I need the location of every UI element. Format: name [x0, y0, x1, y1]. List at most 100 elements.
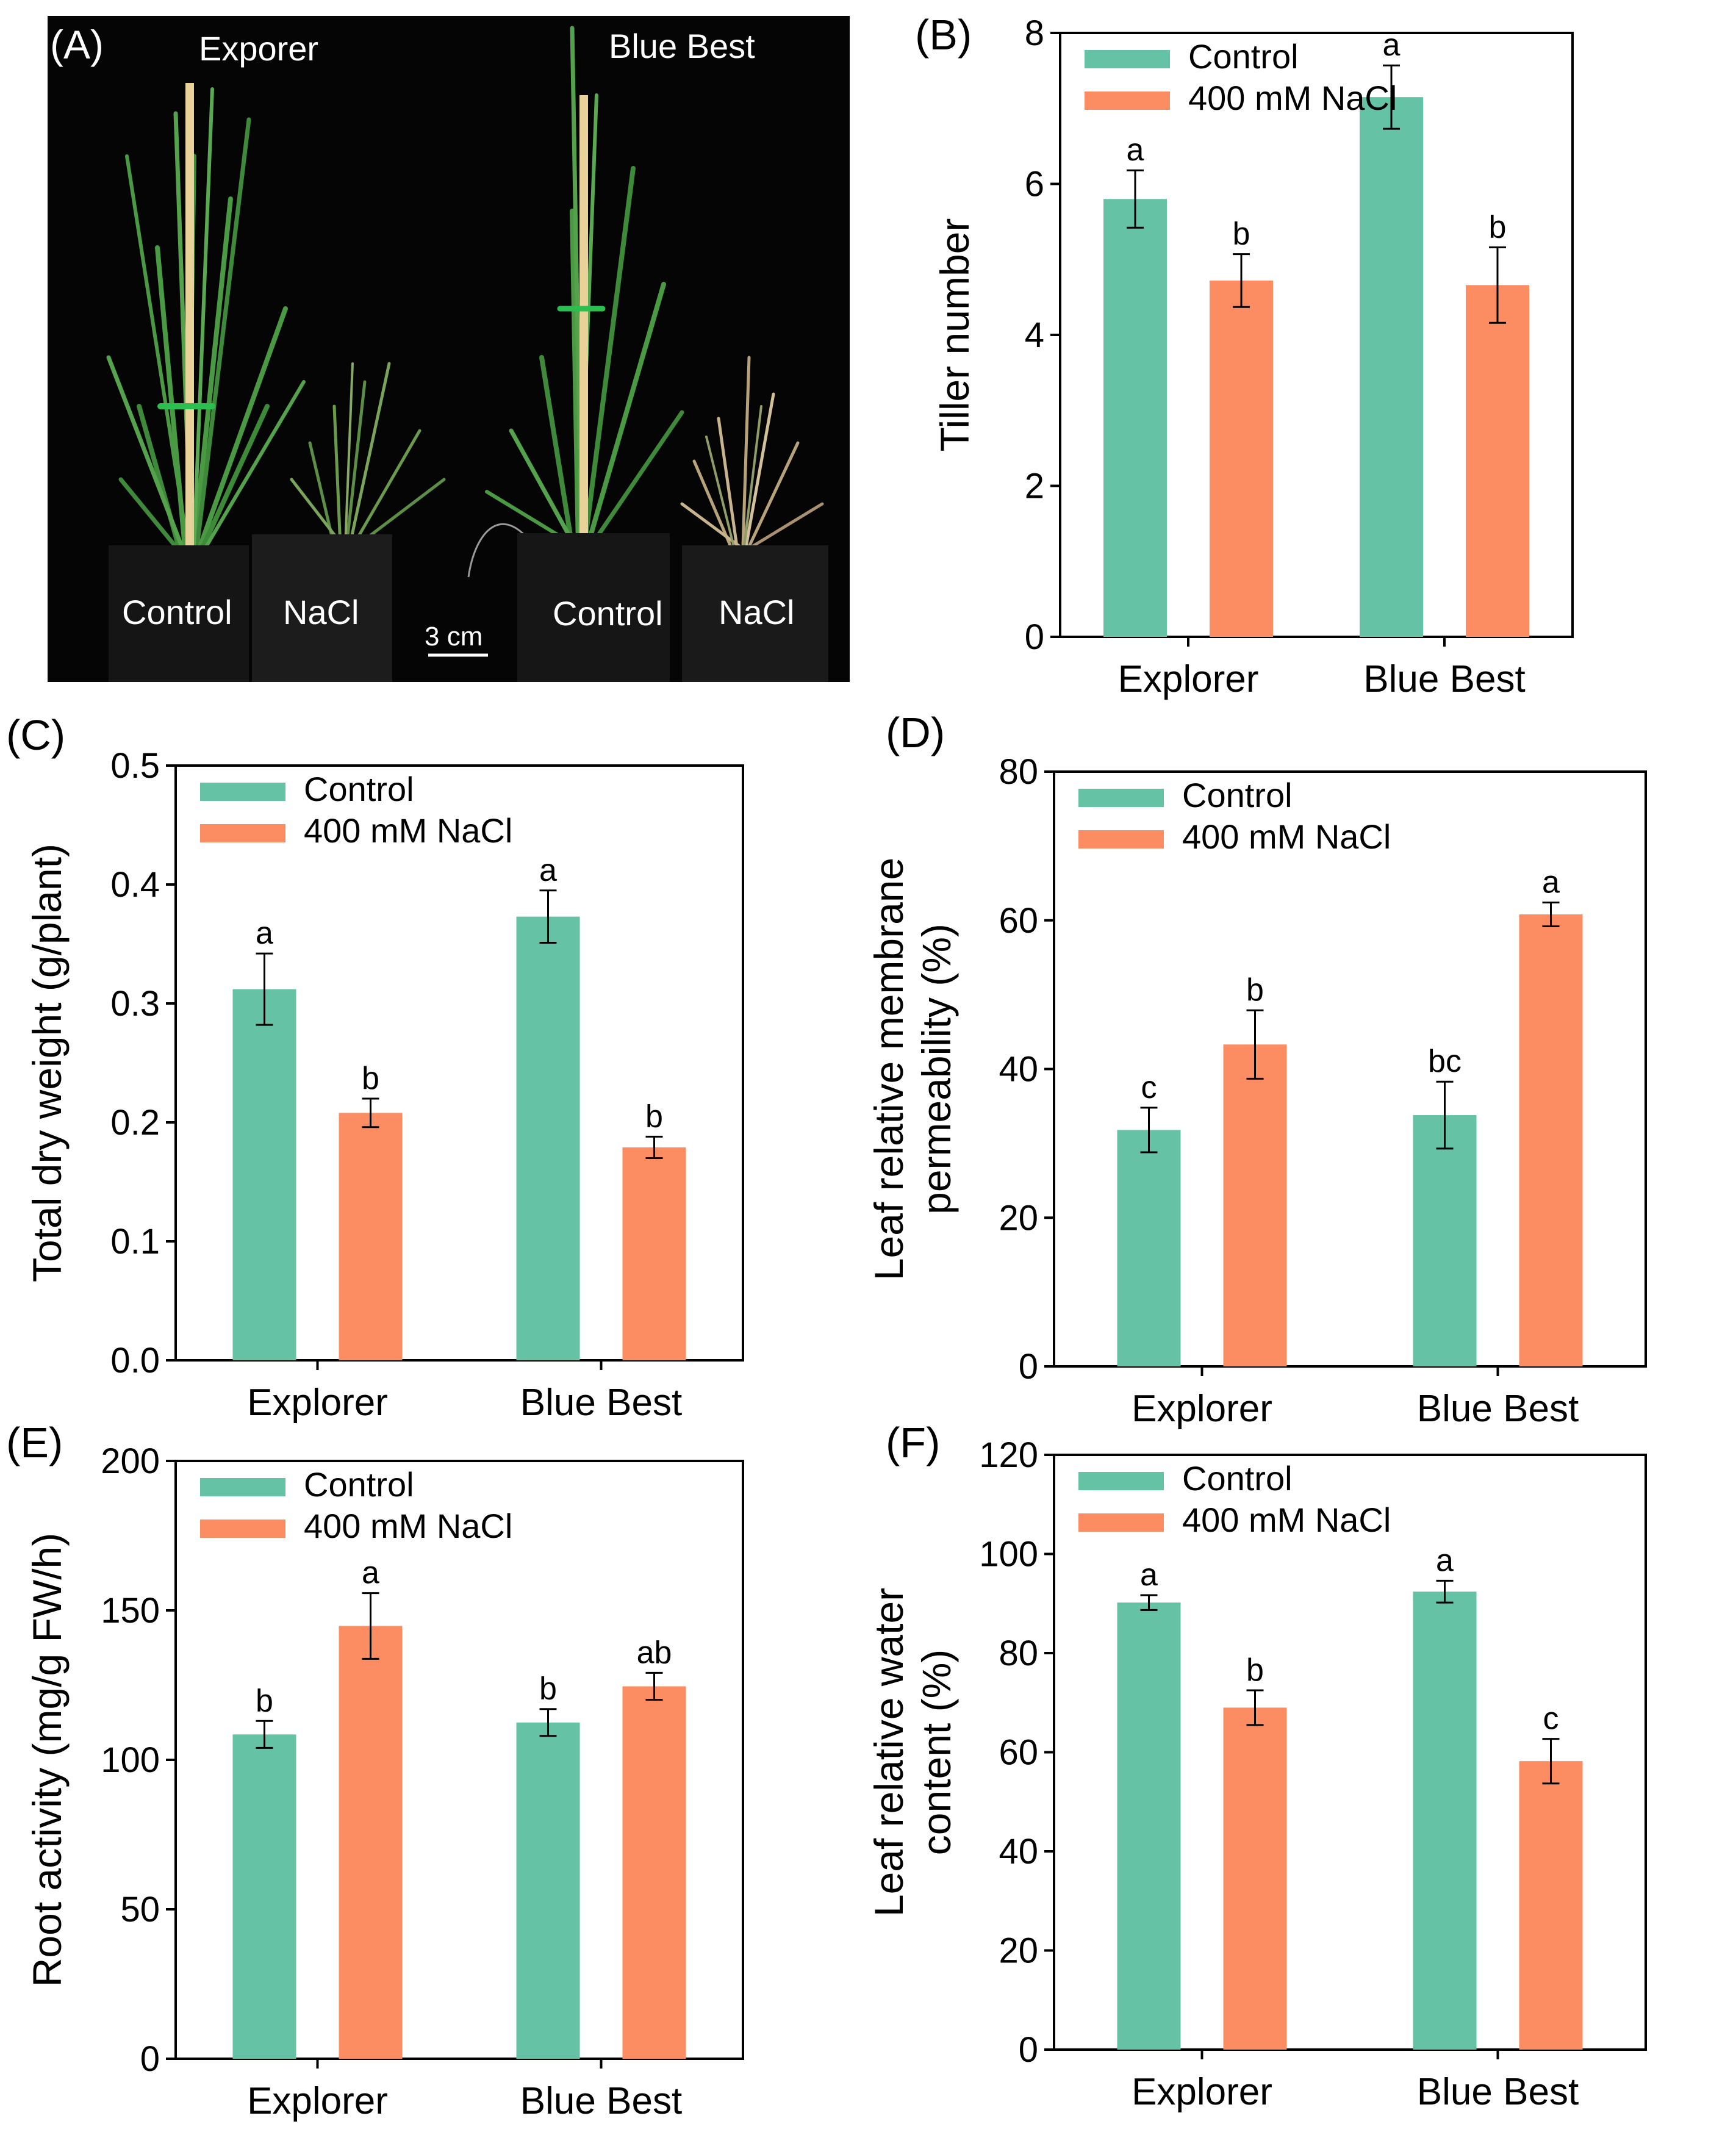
legend-swatch-nacl [1078, 1513, 1164, 1532]
y-tick-label: 80 [999, 752, 1038, 792]
pot-label-explorer-nacl: NaCl [283, 593, 359, 631]
y-tick-label: 100 [101, 1740, 160, 1780]
y-tick-label: 0.1 [110, 1222, 160, 1261]
bar-control [232, 989, 296, 1360]
bar-nacl [622, 1147, 686, 1360]
bar-control [1413, 1115, 1477, 1366]
panel-label-c: (C) [6, 711, 66, 759]
legend-label: 400 mM NaCl [304, 1507, 512, 1545]
y-tick-label: 4 [1025, 315, 1044, 355]
y-tick-label: 60 [999, 1733, 1038, 1773]
significance-letter: a [1436, 1543, 1454, 1578]
pot-explorer-control [109, 545, 249, 682]
legend-swatch-nacl [1085, 92, 1170, 110]
y-tick-label: 40 [999, 1050, 1038, 1089]
explorer-control-plant [106, 83, 306, 549]
x-tick-label: Blue Best [1417, 1388, 1579, 1430]
y-tick-label: 100 [979, 1535, 1038, 1574]
significance-letter: b [539, 1671, 557, 1707]
pot-label-explorer-control: Control [122, 593, 232, 631]
legend-swatch-nacl [200, 1520, 285, 1538]
legend-label: 400 mM NaCl [304, 811, 512, 850]
significance-letter: b [1233, 217, 1250, 252]
legend-swatch-control [200, 783, 285, 801]
legend-swatch-control [1085, 50, 1170, 68]
significance-letter: b [1489, 209, 1507, 245]
bar-nacl [1223, 1044, 1287, 1366]
y-tick-label: 0 [1025, 617, 1044, 657]
pot-label-bluebest-control: Control [553, 594, 663, 633]
panel-label-d: (D) [886, 709, 945, 756]
plant-photo [106, 26, 828, 682]
bar-control [232, 1734, 296, 2059]
significance-letter: a [1542, 865, 1560, 900]
pot-bluebest-nacl [682, 545, 828, 682]
cultivar-label-bluebest: Blue Best [609, 27, 755, 65]
bar-control [1103, 199, 1167, 637]
panel-label-a: (A) [50, 22, 104, 67]
bar-control [1117, 1602, 1181, 2050]
y-tick-label: 0.5 [110, 746, 160, 786]
chart-total-dry-weight: 0.0 0.1 0.2 0.3 0.4 0.5 Explorer a b Blue Best a b T… [24, 746, 744, 1424]
y-tick-label: 0 [140, 2039, 160, 2079]
significance-letter: c [1141, 1070, 1157, 1105]
pot-bluebest-control [517, 533, 670, 682]
legend-label: Control [1182, 1459, 1293, 1498]
significance-letter: b [362, 1061, 379, 1096]
legend-label: 400 mM NaCl [1188, 79, 1397, 117]
legend-label: Control [304, 1465, 414, 1504]
bar-control [516, 916, 580, 1360]
significance-letter: a [362, 1556, 379, 1591]
x-tick-label: Blue Best [520, 2080, 682, 2122]
chart-membrane-permeability: 0 20 40 60 80 Explorer c b Blue Best bc a Leaf rela… [866, 752, 1647, 1430]
legend-swatch-control [1078, 1472, 1164, 1490]
y-tick-label: 0.4 [110, 865, 160, 905]
y-tick-label: 0.0 [110, 1341, 160, 1380]
legend-label: 400 mM NaCl [1182, 1501, 1391, 1539]
y-tick-label: 150 [101, 1591, 160, 1631]
bar-control [1360, 97, 1423, 637]
x-tick-label: Explorer [1118, 658, 1259, 700]
significance-letter: a [1140, 1557, 1158, 1593]
bar-nacl [1519, 914, 1583, 1366]
photo-panel-a: (A) Exporer Blue Best Control NaCl Contr… [48, 16, 850, 682]
scale-bar-label: 3 cm [425, 622, 483, 651]
legend-swatch-nacl [1078, 830, 1164, 849]
y-tick-label: 6 [1025, 165, 1044, 204]
significance-letter: bc [1428, 1044, 1462, 1079]
y-axis-title: Root activity (mg/g FW/h) [24, 1533, 70, 1987]
y-axis-title: Leaf relative membrane [866, 858, 911, 1280]
significance-letter: b [1246, 1652, 1264, 1688]
y-tick-label: 120 [979, 1435, 1038, 1475]
significance-letter: a [1127, 132, 1144, 168]
y-tick-label: 0 [1019, 1347, 1038, 1387]
legend-label: Control [304, 770, 414, 808]
significance-letter: a [256, 916, 273, 951]
bar-nacl [1519, 1761, 1583, 2050]
y-tick-label: 2 [1025, 467, 1044, 506]
x-tick-label: Explorer [247, 1382, 388, 1424]
significance-letter: a [1383, 27, 1401, 63]
bluebest-control-plant [485, 26, 684, 549]
legend-label: Control [1188, 37, 1299, 76]
plot-frame [174, 764, 744, 1362]
bar-control [1117, 1130, 1181, 1366]
pot-label-bluebest-nacl: NaCl [719, 593, 795, 631]
x-tick-label: Blue Best [1417, 2071, 1579, 2113]
panel-label-b: (B) [915, 11, 972, 59]
significance-letter: ab [637, 1635, 672, 1670]
y-axis-title: Tiller number [932, 218, 977, 452]
legend-swatch-control [1078, 789, 1164, 807]
bar-nacl [622, 1686, 686, 2059]
bar-nacl [1466, 285, 1529, 637]
y-tick-label: 20 [999, 1931, 1038, 1971]
significance-letter: b [645, 1099, 663, 1134]
y-tick-label: 200 [101, 1441, 160, 1481]
y-axis-title: Leaf relative water [866, 1588, 911, 1917]
y-axis-title: Total dry weight (g/plant) [24, 844, 70, 1282]
y-tick-label: 50 [120, 1890, 160, 1929]
x-tick-label: Explorer [1132, 2071, 1272, 2113]
x-tick-label: Explorer [247, 2080, 388, 2122]
y-tick-label: 0 [1019, 2030, 1038, 2070]
stray-stem [467, 523, 531, 578]
